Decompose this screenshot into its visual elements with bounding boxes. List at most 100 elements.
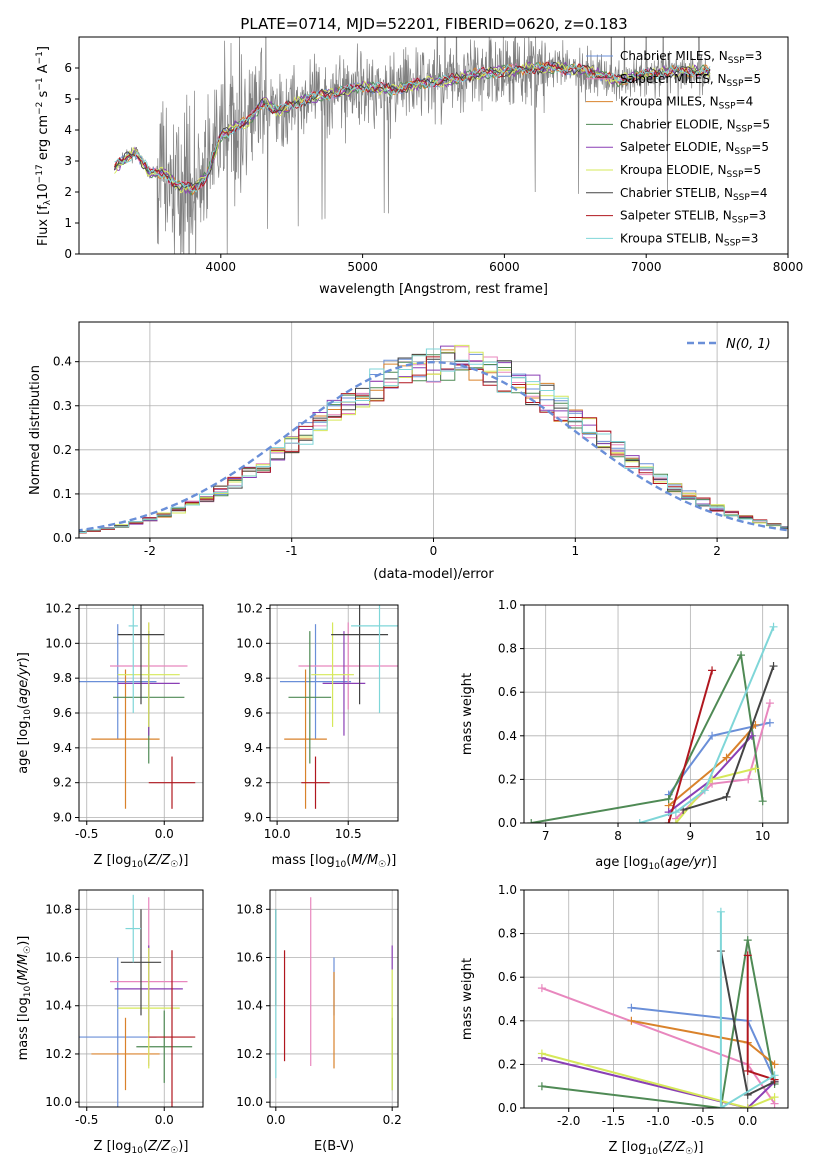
y-tick-label: 0.3: [53, 399, 72, 413]
y-tick-label: 9.6: [244, 706, 263, 720]
y-tick-label: 6: [64, 61, 72, 75]
y-tick-label: 0.6: [498, 970, 517, 984]
weights-chabrier-elodie-marker: [664, 795, 673, 804]
y-tick-label: 0.0: [498, 816, 517, 830]
histogram-salpeter-stelib: [79, 356, 788, 534]
x-tick-label: -1.0: [647, 1114, 670, 1128]
age-vs-Z-plot-area: [79, 605, 203, 821]
x-tick-label: -0.5: [75, 1113, 98, 1127]
weights-salpeter-elodie-line: [541, 1056, 776, 1108]
weights-salpeter-miles-marker: [744, 775, 753, 784]
y-tick-label: 0.4: [498, 729, 517, 743]
weights-salpeter-miles-marker: [537, 984, 546, 993]
weight-vs-Z-frame: [523, 889, 789, 1109]
legend-entry: N(0, 1): [726, 337, 771, 352]
legend-entry: Chabrier ELODIE, NSSP=5: [620, 117, 770, 134]
y-tick-label: 2: [64, 185, 72, 199]
legend-entry: Chabrier MILES, NSSP=3: [620, 49, 762, 66]
weights-kroupa-elodie-marker: [751, 764, 760, 773]
x-tick-label: 0: [430, 544, 438, 558]
y-tick-label: 0.2: [498, 772, 517, 786]
x-tick-label: 8: [614, 829, 622, 843]
observed-spectrum: [114, 37, 711, 254]
weights-kroupa-elodie-marker: [743, 1104, 752, 1108]
mass-vs-EBV-panel: 0.0 0.2 10.0 10.2 10.4 10.6 10.8 E(B-V): [236, 889, 402, 1154]
figure-title: PLATE=0714, MJD=52201, FIBERID=0620, z=0…: [240, 15, 627, 33]
y-tick-label: 10.0: [236, 1095, 263, 1109]
legend-entry: Salpeter MILES, NSSP=5: [620, 72, 761, 89]
y-tick-label: 10.4: [45, 999, 72, 1013]
weight-vs-Z-plot-area: [524, 890, 788, 1108]
x-tick-label: -1.5: [602, 1114, 625, 1128]
y-tick-label: 1: [64, 216, 72, 230]
y-tick-label: 0.8: [498, 642, 517, 656]
x-tick-label: 6000: [489, 260, 520, 274]
weights-chabrier-stelib-marker: [769, 662, 778, 671]
x-tick-label: 10.0: [264, 827, 291, 841]
y-tick-label: 9.2: [244, 776, 263, 790]
x-axis-label: E(B-V): [314, 1139, 354, 1154]
y-axis-label: Flux [fλ10−17 erg cm−2 s−1 A−1]: [35, 46, 53, 246]
y-tick-label: 0: [64, 247, 72, 261]
x-tick-label: -0.5: [691, 1114, 714, 1128]
y-tick-label: 4: [64, 123, 72, 137]
histogram-kroupa-stelib: [79, 348, 788, 533]
y-axis-label: mass [log10(M/M☉)]: [16, 936, 33, 1061]
weights-chabrier-miles-marker: [708, 731, 717, 740]
legend-entry: Chabrier STELIB, NSSP=4: [620, 186, 768, 203]
x-tick-label: 0.0: [155, 1113, 174, 1127]
y-tick-label: 10.6: [45, 951, 72, 965]
y-tick-label: 10.2: [45, 601, 72, 615]
residual-histogram-frame: [78, 321, 789, 539]
y-tick-label: 10.0: [45, 636, 72, 650]
spectrum-frame: [78, 36, 789, 255]
x-tick-label: -0.5: [75, 827, 98, 841]
weights-kroupa-stelib-marker: [700, 786, 709, 795]
weights-kroupa-elodie-marker: [671, 819, 680, 823]
x-tick-label: 10.5: [335, 827, 362, 841]
age-vs-Z-panel: -0.5 0.0 9.0 9.2 9.4 9.6 9.8 10.0 10.2 Z [log10(Z…: [16, 601, 204, 870]
weights-kroupa-elodie-marker: [770, 1093, 779, 1102]
mass-vs-Z-plot-area: [79, 890, 203, 1107]
mass-vs-EBV-frame: [269, 889, 399, 1108]
x-tick-label: 0.0: [266, 1113, 285, 1127]
weight-vs-age-panel: 7 8 9 10 0.0 0.2 0.4 0.6 0.8 1.0 age [log10(age/yr…: [460, 598, 789, 872]
weights-chabrier-miles-marker: [765, 718, 774, 727]
x-tick-label: 8000: [773, 260, 804, 274]
weights-salpeter-stelib-marker: [664, 819, 673, 823]
weights-kroupa-elodie-line: [541, 1052, 775, 1108]
weights-kroupa-stelib-marker: [769, 622, 778, 631]
x-tick-label: 0.2: [383, 1113, 402, 1127]
y-tick-label: 9.4: [244, 741, 263, 755]
y-tick-label: 10.0: [45, 1095, 72, 1109]
y-tick-label: 10.2: [45, 1047, 72, 1061]
weights-kroupa-miles-marker: [627, 1016, 636, 1025]
weights-chabrier-elodie-marker: [736, 651, 745, 660]
y-tick-label: 10.2: [236, 1047, 263, 1061]
weights-chabrier-miles-marker: [627, 1003, 636, 1012]
weights-kroupa-stelib-line: [639, 626, 775, 823]
residual-histogram-panel: -2 -1 0 1 2 0.0 0.1 0.2 0.3 0.4 (data-model)/error…: [28, 321, 789, 582]
weights-kroupa-stelib-marker: [716, 907, 725, 916]
y-tick-label: 0.8: [498, 927, 517, 941]
x-tick-label: 0.0: [738, 1114, 757, 1128]
weights-salpeter-stelib-marker: [743, 951, 752, 960]
x-tick-label: -2: [144, 544, 156, 558]
x-axis-label: age [log10(age/yr)]: [595, 855, 717, 872]
y-tick-label: 10.0: [236, 636, 263, 650]
x-tick-label: 7: [542, 829, 550, 843]
weight-vs-Z-panel: -2.0 -1.5 -1.0 -0.5 0.0 0.0 0.2 0.4 0.6 0.8 1.0 Z […: [460, 883, 789, 1157]
x-tick-label: 10: [755, 829, 770, 843]
x-tick-label: 9: [687, 829, 695, 843]
weights-chabrier-stelib-marker: [722, 792, 731, 801]
weights-kroupa-miles-marker: [722, 753, 731, 762]
weights-chabrier-elodie-marker: [527, 819, 536, 823]
y-tick-label: 9.8: [53, 671, 72, 685]
weights-salpeter-stelib-line: [667, 670, 714, 823]
weights-chabrier-elodie-marker: [537, 1082, 546, 1091]
y-tick-label: 0.4: [53, 355, 72, 369]
y-tick-label: 0.1: [53, 487, 72, 501]
y-axis-label: mass weight: [460, 673, 475, 755]
model-spectrum-kroupa-elodie: [114, 61, 711, 194]
weights-salpeter-miles-marker: [765, 699, 774, 708]
